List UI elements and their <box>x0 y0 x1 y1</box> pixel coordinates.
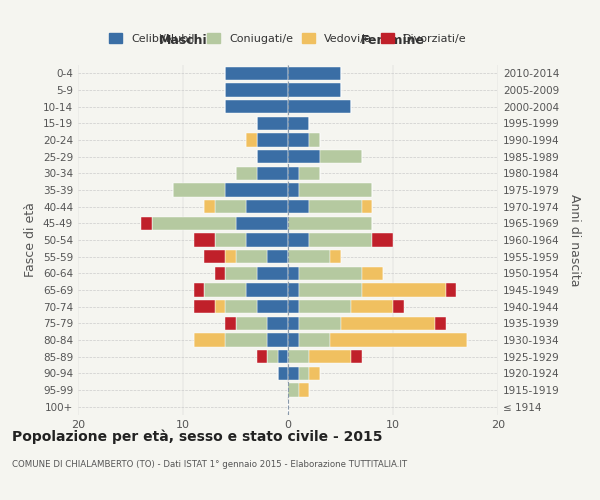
Bar <box>193 234 215 246</box>
Bar <box>277 366 288 380</box>
Legend: Celibi/Nubili, Coniugati/e, Vedovi/e, Divorziati/e: Celibi/Nubili, Coniugati/e, Vedovi/e, Di… <box>109 33 467 44</box>
Bar <box>288 200 309 213</box>
Bar <box>299 300 351 314</box>
Bar <box>309 366 320 380</box>
Bar <box>225 300 257 314</box>
Bar <box>235 216 288 230</box>
Bar <box>288 100 351 114</box>
Bar <box>299 266 361 280</box>
Bar <box>351 300 393 314</box>
Bar <box>151 216 235 230</box>
Bar <box>193 334 225 346</box>
Bar <box>309 234 372 246</box>
Text: Femmine: Femmine <box>361 34 425 48</box>
Bar <box>204 284 246 296</box>
Bar <box>193 300 215 314</box>
Bar <box>173 184 225 196</box>
Bar <box>330 250 341 264</box>
Bar <box>141 216 151 230</box>
Bar <box>235 316 267 330</box>
Bar <box>215 234 246 246</box>
Bar <box>288 384 299 396</box>
Bar <box>288 284 299 296</box>
Bar <box>299 316 341 330</box>
Bar <box>204 200 215 213</box>
Text: COMUNE DI CHIALAMBERTO (TO) - Dati ISTAT 1° gennaio 2015 - Elaborazione TUTTITAL: COMUNE DI CHIALAMBERTO (TO) - Dati ISTAT… <box>12 460 407 469</box>
Bar <box>320 150 361 164</box>
Bar <box>341 316 435 330</box>
Bar <box>246 200 288 213</box>
Bar <box>288 334 299 346</box>
Bar <box>351 350 361 364</box>
Bar <box>235 166 257 180</box>
Bar <box>257 350 267 364</box>
Bar <box>257 116 288 130</box>
Bar <box>246 284 288 296</box>
Bar <box>299 184 372 196</box>
Bar <box>288 250 330 264</box>
Bar <box>288 350 309 364</box>
Bar <box>257 134 288 146</box>
Bar <box>235 250 267 264</box>
Y-axis label: Fasce di età: Fasce di età <box>25 202 37 278</box>
Bar <box>288 166 299 180</box>
Bar <box>288 116 309 130</box>
Bar <box>246 134 257 146</box>
Bar <box>225 100 288 114</box>
Bar <box>277 350 288 364</box>
Bar <box>257 300 288 314</box>
Bar <box>225 184 288 196</box>
Bar <box>309 134 320 146</box>
Text: Popolazione per età, sesso e stato civile - 2015: Popolazione per età, sesso e stato civil… <box>12 430 383 444</box>
Bar <box>267 350 277 364</box>
Bar <box>288 150 320 164</box>
Bar <box>288 216 372 230</box>
Bar <box>246 234 288 246</box>
Bar <box>288 84 341 96</box>
Bar <box>215 200 246 213</box>
Bar <box>215 300 225 314</box>
Bar <box>361 266 383 280</box>
Bar <box>299 334 330 346</box>
Bar <box>288 184 299 196</box>
Bar <box>435 316 445 330</box>
Bar <box>225 316 235 330</box>
Bar <box>299 384 309 396</box>
Bar <box>361 284 445 296</box>
Bar <box>267 316 288 330</box>
Bar <box>225 334 267 346</box>
Bar <box>288 266 299 280</box>
Bar <box>445 284 456 296</box>
Bar <box>309 350 351 364</box>
Bar <box>288 66 341 80</box>
Bar <box>299 166 320 180</box>
Bar <box>372 234 393 246</box>
Y-axis label: Anni di nascita: Anni di nascita <box>568 194 581 286</box>
Bar <box>288 366 299 380</box>
Bar <box>288 300 299 314</box>
Bar <box>309 200 361 213</box>
Bar <box>288 316 299 330</box>
Bar <box>393 300 404 314</box>
Bar <box>257 166 288 180</box>
Bar <box>299 284 361 296</box>
Bar <box>225 250 235 264</box>
Bar <box>225 84 288 96</box>
Bar <box>225 266 257 280</box>
Bar <box>361 200 372 213</box>
Bar <box>215 266 225 280</box>
Bar <box>257 266 288 280</box>
Bar <box>225 66 288 80</box>
Bar <box>330 334 467 346</box>
Bar <box>299 366 309 380</box>
Bar <box>267 250 288 264</box>
Bar <box>193 284 204 296</box>
Bar <box>257 150 288 164</box>
Bar <box>204 250 225 264</box>
Bar <box>267 334 288 346</box>
Text: Maschi: Maschi <box>158 34 208 48</box>
Bar <box>288 134 309 146</box>
Bar <box>288 234 309 246</box>
